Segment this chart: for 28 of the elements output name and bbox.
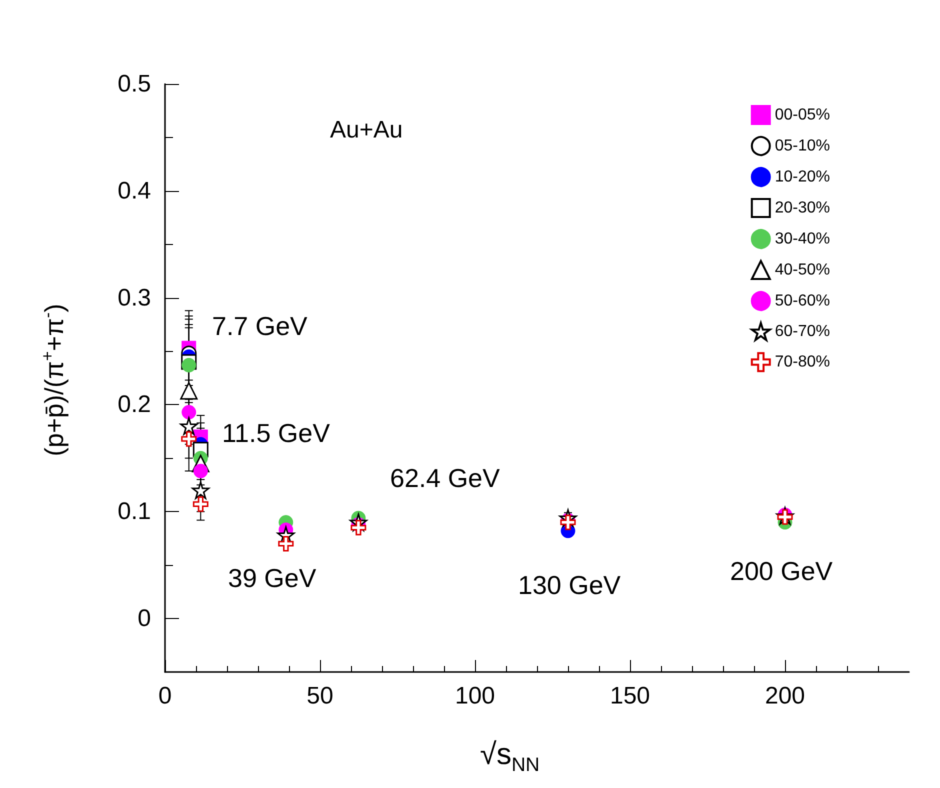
x-tick-label: 200 — [764, 682, 806, 710]
legend-label: 60-70% — [774, 323, 830, 340]
legend-label: 70-80% — [774, 354, 830, 371]
y-tick-label: 0.3 — [118, 284, 151, 312]
legend-label: 20-30% — [774, 200, 830, 216]
annotation: 7.7 GeV — [212, 311, 308, 341]
legend-label: 10-20% — [774, 168, 830, 186]
annotation: 11.5 GeV — [222, 418, 331, 448]
y-tick-label: 0.1 — [118, 498, 151, 526]
legend-label: 00-05% — [774, 106, 830, 124]
x-axis-title: √s$_{NN}$ — [480, 738, 540, 777]
annotation: 39 GeV — [228, 563, 317, 593]
x-tick-label: 50 — [306, 682, 334, 710]
y-tick-label: 0.2 — [118, 391, 151, 418]
y-tick-label: 0.5 — [118, 70, 151, 98]
legend-label: 40-50% — [774, 262, 830, 278]
y-tick-label: 0.4 — [118, 177, 151, 204]
x-tick-label: 0 — [158, 682, 172, 710]
annotation: 130 GeV — [518, 570, 622, 600]
x-tick-label: 150 — [610, 682, 650, 710]
annotation: Au+Au — [330, 116, 403, 144]
annotation: 200 GeV — [730, 556, 834, 586]
legend-label: 05-10% — [774, 138, 830, 154]
legend-label: 30-40% — [774, 230, 830, 248]
y-tick-label: 0 — [138, 605, 151, 632]
legend-label: 50-60% — [774, 292, 830, 310]
annotation: 62.4 GeV — [390, 463, 501, 493]
x-tick-label: 100 — [454, 682, 496, 710]
